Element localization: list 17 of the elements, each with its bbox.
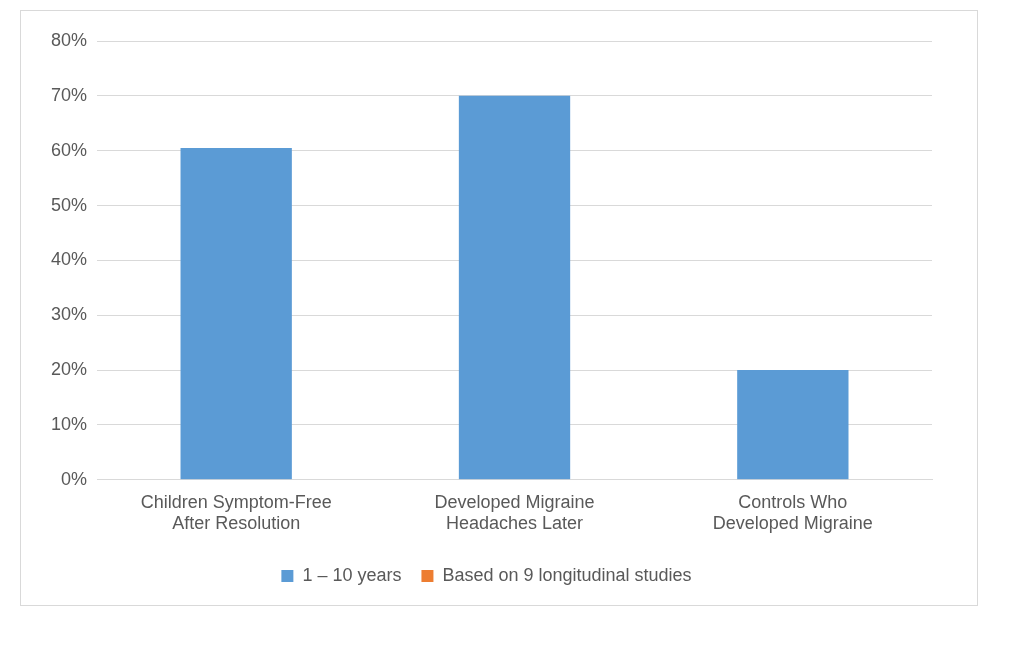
y-tick-label: 80% [51, 29, 88, 50]
x-tick-label: Children Symptom-Free After Resolution [140, 491, 332, 534]
y-tick-label: 10% [51, 413, 88, 434]
x-tick-label: Controls Who Developed Migraine [712, 491, 873, 534]
bar [458, 95, 571, 480]
legend-label: Based on 9 longitudinal studies [442, 564, 692, 585]
y-tick-label: 30% [51, 304, 88, 325]
y-tick-label: 60% [51, 139, 88, 160]
y-tick-label: 50% [51, 194, 88, 215]
y-tick-label: 0% [61, 468, 88, 489]
y-tick-label: 20% [51, 359, 88, 380]
legend-label: 1 – 10 years [302, 564, 402, 585]
y-tick-label: 40% [51, 249, 88, 270]
x-tick-label: Developed Migraine Headaches Later [434, 491, 595, 534]
y-tick-label: 70% [51, 84, 88, 105]
bar [737, 370, 849, 480]
bar [180, 147, 292, 480]
